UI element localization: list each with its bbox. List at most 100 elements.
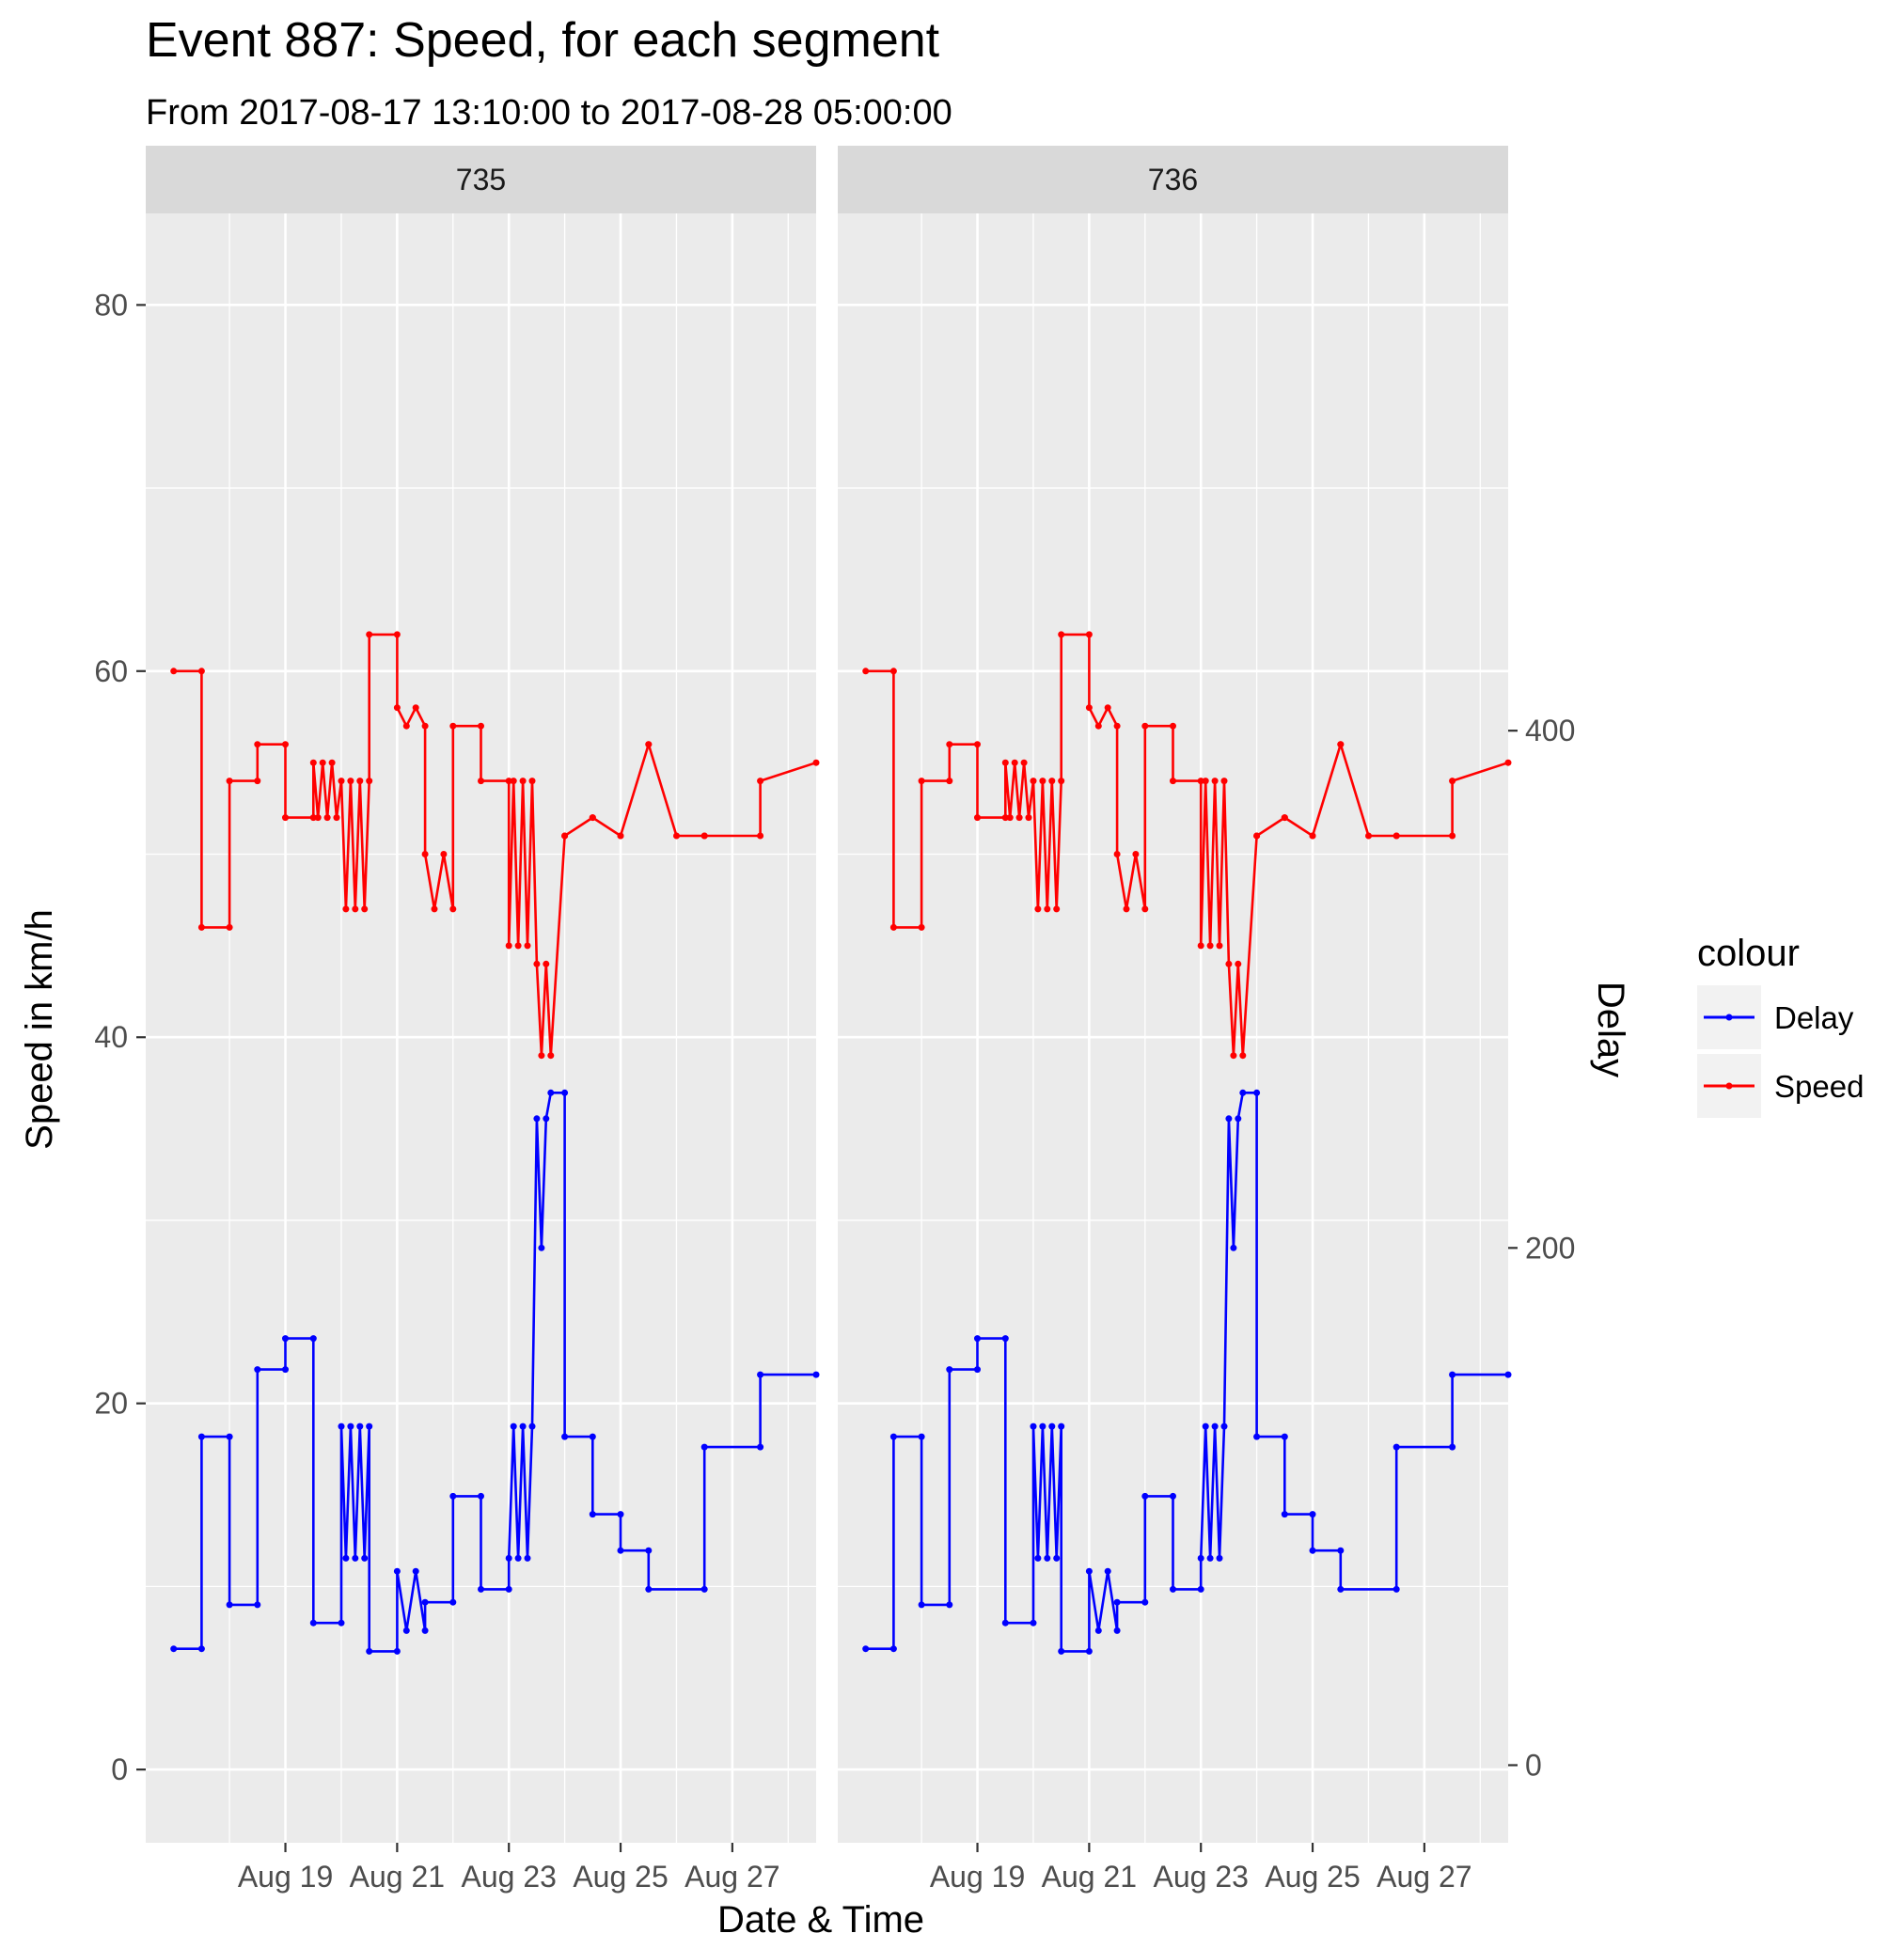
data-point-speed — [449, 905, 457, 913]
data-point-speed — [617, 832, 624, 840]
legend-entry-speed: Speed — [1697, 1054, 1864, 1118]
data-point-speed — [254, 741, 261, 748]
facet-strip — [146, 146, 816, 213]
data-point-speed — [561, 832, 569, 840]
data-point-delay — [170, 1645, 178, 1653]
data-point-speed — [1197, 778, 1204, 785]
data-point-delay — [1170, 1585, 1176, 1593]
data-point-speed — [431, 905, 438, 913]
data-point-speed — [946, 741, 953, 748]
data-point-speed — [282, 814, 289, 822]
data-point-speed — [1039, 778, 1046, 785]
data-point-delay — [1202, 1422, 1209, 1430]
data-point-speed — [319, 759, 326, 766]
y-tick-label: 40 — [94, 1020, 128, 1054]
data-point-speed — [366, 778, 373, 785]
data-point-speed — [1170, 722, 1176, 730]
series-delay — [862, 1089, 1512, 1655]
data-point-delay — [361, 1554, 369, 1562]
data-point-delay — [510, 1422, 517, 1430]
data-point-speed — [514, 942, 522, 950]
data-point-speed — [1048, 778, 1056, 785]
data-point-speed — [328, 759, 336, 766]
data-point-speed — [510, 778, 517, 785]
data-point-delay — [946, 1601, 953, 1609]
data-point-speed — [356, 778, 364, 785]
data-point-speed — [309, 759, 317, 766]
data-point-delay — [918, 1601, 925, 1609]
data-point-delay — [1449, 1443, 1456, 1451]
data-point-delay — [449, 1492, 457, 1500]
data-point-delay — [1393, 1443, 1400, 1451]
data-point-speed — [974, 814, 981, 822]
data-point-speed — [347, 778, 354, 785]
data-point-delay — [412, 1567, 419, 1575]
data-point-delay — [589, 1511, 596, 1518]
data-point-speed — [533, 960, 541, 967]
y-axis-title: Speed in km/h — [19, 909, 60, 1150]
data-point-speed — [1006, 814, 1014, 822]
data-point-speed — [757, 778, 764, 785]
data-point-speed — [1085, 631, 1093, 638]
data-point-delay — [421, 1627, 429, 1634]
facet-strip-label: 735 — [456, 163, 506, 196]
data-point-speed — [1253, 832, 1261, 840]
data-point-delay — [538, 1244, 545, 1251]
data-point-delay — [561, 1089, 569, 1096]
data-point-delay — [1001, 1335, 1009, 1343]
data-point-delay — [1094, 1627, 1102, 1634]
data-point-delay — [1235, 1115, 1242, 1123]
data-point-delay — [1048, 1422, 1056, 1430]
data-point-speed — [589, 814, 596, 822]
data-point-delay — [1309, 1511, 1316, 1518]
data-point-speed — [862, 668, 870, 675]
data-point-speed — [1281, 814, 1288, 822]
data-point-speed — [393, 704, 401, 712]
data-point-speed — [226, 923, 233, 931]
data-point-speed — [440, 851, 448, 857]
data-point-speed — [946, 778, 953, 785]
data-point-speed — [524, 942, 531, 950]
data-point-speed — [366, 631, 373, 638]
data-point-speed — [1053, 905, 1061, 913]
gridlines — [146, 213, 816, 1843]
x-tick-label: Aug 23 — [461, 1860, 556, 1894]
data-point-speed — [226, 778, 233, 785]
data-point-delay — [1504, 1371, 1512, 1378]
data-point-speed — [333, 814, 340, 822]
data-point-speed — [1123, 905, 1130, 913]
data-point-delay — [1001, 1619, 1009, 1627]
data-point-speed — [1011, 759, 1018, 766]
data-point-speed — [478, 778, 484, 785]
data-point-delay — [338, 1422, 345, 1430]
data-point-speed — [1034, 905, 1042, 913]
data-point-speed — [519, 778, 527, 785]
data-point-delay — [589, 1433, 596, 1440]
data-point-speed — [352, 905, 359, 913]
data-point-speed — [338, 778, 345, 785]
data-point-delay — [1337, 1547, 1345, 1554]
data-point-delay — [1230, 1244, 1237, 1251]
data-point-delay — [226, 1433, 233, 1440]
data-point-delay — [1085, 1567, 1093, 1575]
data-point-delay — [617, 1547, 624, 1554]
legend: colour Delay Speed — [1697, 933, 1864, 1118]
data-point-delay — [1206, 1554, 1214, 1562]
data-point-delay — [862, 1645, 870, 1653]
data-point-speed — [974, 741, 981, 748]
data-point-delay — [617, 1511, 624, 1518]
x-tick-label: Aug 25 — [573, 1860, 668, 1894]
data-point-speed — [393, 631, 401, 638]
data-point-delay — [1039, 1422, 1046, 1430]
data-point-speed — [1197, 942, 1204, 950]
y-tick-label: 60 — [94, 654, 128, 688]
data-point-delay — [1113, 1627, 1121, 1634]
data-point-delay — [918, 1433, 925, 1440]
chart-subtitle: From 2017-08-17 13:10:00 to 2017-08-28 0… — [146, 93, 952, 133]
data-point-speed — [1337, 741, 1345, 748]
data-point-delay — [393, 1567, 401, 1575]
chart-title: Event 887: Speed, for each segment — [146, 13, 940, 68]
data-point-delay — [519, 1422, 527, 1430]
data-point-speed — [1393, 832, 1400, 840]
